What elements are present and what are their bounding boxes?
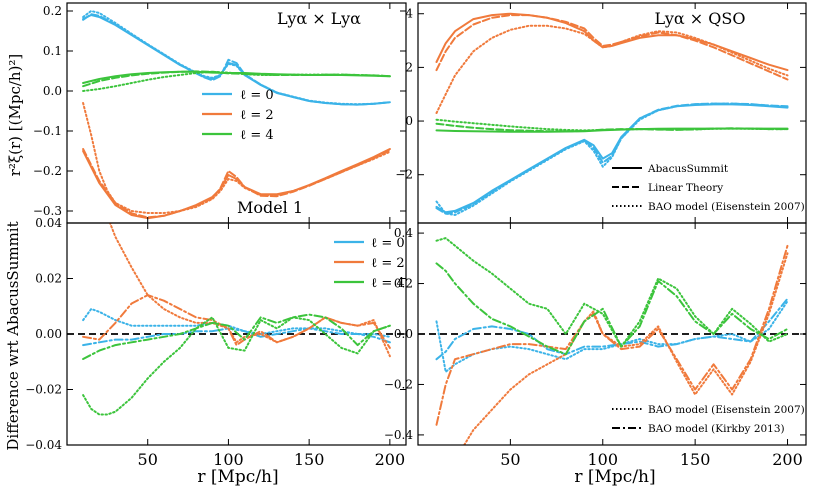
ytick-label: −0.3: [33, 204, 62, 218]
ytick-label: 0: [405, 114, 413, 128]
title-lya-lya: Lyα × Lyα: [277, 9, 361, 28]
series-l2-dotted: [435, 24, 789, 114]
xtick-label: 50: [138, 450, 158, 469]
legend-label-l0: ℓ = 0: [240, 88, 274, 103]
series-l0-dotted: [82, 308, 391, 338]
ytick-label: −0.2: [384, 377, 413, 391]
legend-label-eisenstein: BAO model (Eisenstein 2007): [648, 404, 805, 416]
series-l4-dashdot: [435, 262, 789, 356]
series-l4-dotted: [435, 118, 789, 132]
panel-top-right: −2 0 2 4: [395, 2, 807, 224]
legend-label-l2: ℓ = 2: [240, 108, 274, 123]
series-l4-dashdot: [82, 313, 391, 360]
ylabel-top: r²ξ(r) [(Mpc/h)²]: [6, 54, 24, 177]
ytick-label: −0.4: [384, 428, 414, 442]
xtick-label: 150: [294, 450, 325, 469]
legend-bao-models: BAO model (Eisenstein 2007) BAO model (K…: [612, 404, 805, 435]
ytick-label: 4: [405, 7, 413, 21]
series-l4-dotted: [435, 237, 789, 348]
xtick-label: 200: [375, 450, 406, 469]
model-label: Model 1: [237, 198, 303, 217]
xtick-label: 100: [213, 450, 244, 469]
legend-label-l4: ℓ = 4: [240, 128, 274, 143]
ytick-label: 0.2: [43, 4, 62, 18]
legend-label-bao-eisenstein: BAO model (Eisenstein 2007): [648, 201, 805, 213]
ytick-label: −0.2: [33, 164, 62, 178]
legend-label-abacus: AbacusSummit: [647, 163, 729, 175]
legend-label-linear: Linear Theory: [648, 182, 723, 194]
ytick-label: 0.00: [35, 327, 62, 341]
ytick-label: 0.0: [43, 84, 62, 98]
legend-label-l2: ℓ = 2: [371, 256, 405, 271]
legend-label-kirkby: BAO model (Kirkby 2013): [648, 423, 785, 435]
ytick-label: −0.02: [25, 383, 62, 397]
series-l2-dotted: [463, 252, 789, 445]
panel-bottom-left: 50 100 150 200 −0.04 −0.02 0.00 0.02 0.04: [25, 216, 407, 469]
series-l0-dashed: [435, 102, 789, 215]
series-l0-dotted: [435, 300, 789, 373]
series-l0-dotted: [82, 10, 391, 106]
xtick-label: 150: [680, 450, 711, 469]
series-l4-dotted: [82, 70, 391, 92]
series-l0-dotted: [435, 102, 789, 216]
ytick-label: 0.0: [394, 327, 413, 341]
series-l2-dotted: [82, 102, 391, 214]
legend-label-l0: ℓ = 0: [371, 236, 405, 251]
series-l2-dashed: [435, 14, 789, 81]
axes-frame: [417, 2, 807, 224]
ytick-label: 0.1: [43, 44, 62, 58]
series-l0-dashdot: [435, 297, 789, 361]
series-l2-dotted: [108, 223, 391, 358]
xtick-label: 100: [587, 450, 618, 469]
series-l4-dotted: [82, 316, 391, 416]
panel-bottom-right: 50 100 150 200 −0.4 −0.2 0.0 0.2 0.4: [384, 222, 807, 469]
ytick-label: −0.1: [33, 124, 62, 138]
xtick-label: 200: [772, 450, 803, 469]
legend-multipoles-bottom: ℓ = 0 ℓ = 2 ℓ = 4: [334, 236, 405, 291]
legend-styles: AbacusSummit Linear Theory BAO model (Ei…: [612, 163, 805, 213]
ytick-label: −0.04: [25, 438, 62, 452]
ytick-label: 0.2: [394, 277, 413, 291]
xlabel-right: r [Mpc/h]: [574, 467, 655, 487]
legend-label-l4: ℓ = 4: [371, 276, 405, 291]
ytick-label: 2: [405, 60, 413, 74]
ylabel-bottom: Difference wrt AbacusSummit: [4, 221, 22, 450]
series-l2-dashdot: [82, 294, 391, 349]
series-l2-dashed: [82, 148, 391, 219]
ytick-label: 0.02: [35, 272, 62, 286]
ytick-label: 0.4: [394, 226, 413, 240]
axes-frame: [66, 2, 407, 224]
ytick-label: 0.04: [35, 216, 62, 230]
xlabel-left: r [Mpc/h]: [197, 467, 278, 487]
series-l0-solid: [82, 14, 391, 106]
series-l0-dashdot: [82, 327, 391, 347]
xtick-label: 50: [500, 450, 520, 469]
panel-top-left: −0.3 −0.2 −0.1 0.0 0.1 0.2: [33, 2, 407, 224]
ytick-label: −2: [395, 168, 413, 182]
title-lya-qso: Lyα × QSO: [655, 9, 746, 28]
legend-multipoles-top: ℓ = 0 ℓ = 2 ℓ = 4: [202, 88, 274, 143]
